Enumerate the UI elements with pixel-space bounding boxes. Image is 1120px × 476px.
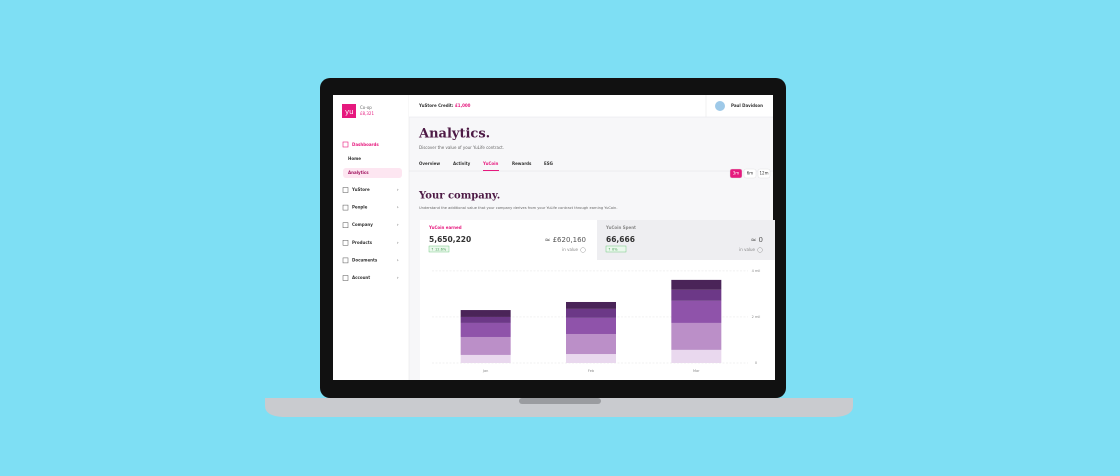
nav-chevron: › <box>397 187 399 192</box>
nav-chevron: › <box>397 205 399 210</box>
nav-sub[interactable]: Home <box>348 156 361 161</box>
card-note: in value <box>562 247 578 252</box>
range-label[interactable]: 12m <box>760 171 769 176</box>
company-sub: £8,321 <box>360 111 374 116</box>
bar-segment[interactable] <box>460 322 511 337</box>
x-tick-label: Mar <box>693 369 700 373</box>
bar-segment[interactable] <box>671 322 722 350</box>
card-change: ↑ 12.6% <box>431 247 447 251</box>
title: Analytics. <box>418 127 490 142</box>
x-tick-label: Feb <box>588 369 595 373</box>
card-value: 66,666 <box>606 235 635 244</box>
card[interactable] <box>420 220 597 260</box>
section-text: Understand the additional value that you… <box>419 206 617 210</box>
y-tick-label: 4 mil <box>752 269 761 273</box>
bar-segment[interactable] <box>671 279 722 290</box>
bar-segment[interactable] <box>671 349 722 363</box>
tab[interactable]: ESG <box>544 161 553 166</box>
nav-item[interactable]: People <box>352 205 368 210</box>
nav-item[interactable]: Company <box>352 222 373 227</box>
credit-value: £1,000 <box>455 103 471 108</box>
nav-icon <box>342 257 349 264</box>
nav-item[interactable]: Documents <box>352 257 378 262</box>
nav-chevron: › <box>397 275 399 280</box>
change-badge <box>428 245 450 253</box>
bar-segment[interactable] <box>566 301 616 309</box>
card[interactable] <box>597 220 775 260</box>
nav-icon <box>342 240 349 246</box>
range-button[interactable] <box>729 168 743 179</box>
tab[interactable]: Activity <box>453 161 471 166</box>
card-value: 5,650,220 <box>429 235 471 244</box>
company: Co-op <box>360 105 372 110</box>
y-tick-label: 2 mil <box>752 315 761 319</box>
card-change: ↑ 0% <box>608 247 618 251</box>
nav-chevron: › <box>397 222 399 227</box>
card-note: in value <box>739 247 755 252</box>
help-icon[interactable] <box>757 247 763 253</box>
credit-label: YuStore Credit: <box>418 103 454 108</box>
change-badge <box>605 245 627 253</box>
tab[interactable]: Overview <box>419 161 440 166</box>
nav-sub[interactable]: Analytics <box>348 170 369 175</box>
bar-segment[interactable] <box>566 308 616 318</box>
bar-segment[interactable] <box>460 354 511 363</box>
nav-icon <box>342 204 349 211</box>
nav-icon <box>342 275 349 281</box>
bar-segment[interactable] <box>566 354 616 363</box>
bar-segment[interactable] <box>671 300 722 323</box>
bar-segment[interactable] <box>460 316 511 323</box>
card-label: YuCoin Spent <box>605 225 636 230</box>
nav-chevron: › <box>397 240 399 245</box>
y-tick-label: 0 <box>755 361 757 365</box>
tab[interactable]: Rewards <box>512 161 532 166</box>
nav-item[interactable]: Account <box>352 275 370 280</box>
card-label: YuCoin earned <box>428 225 462 230</box>
nav-item[interactable]: Products <box>352 240 373 245</box>
range-label[interactable]: 3m <box>733 171 740 176</box>
nav-section[interactable]: Dashboards <box>352 142 379 147</box>
bar-segment[interactable] <box>460 310 511 317</box>
notch <box>519 398 601 404</box>
bar-segment[interactable] <box>671 289 722 301</box>
logo: yu <box>345 108 354 116</box>
nav-item[interactable]: YuStore <box>351 187 370 192</box>
sidebar <box>333 95 409 380</box>
tab-underline <box>483 170 499 171</box>
laptop-base <box>265 398 853 417</box>
range-button[interactable] <box>743 168 757 179</box>
topbar <box>409 95 773 117</box>
bar-segment[interactable] <box>460 336 511 355</box>
user[interactable]: Paul Davidson <box>731 103 763 108</box>
nav-chevron: › <box>397 257 399 262</box>
range-button[interactable] <box>757 168 771 179</box>
logo-box <box>342 104 356 118</box>
nav-icon <box>342 187 349 193</box>
x-tick-label: Jan <box>482 369 488 373</box>
nav-icon <box>342 222 349 228</box>
subtitle: Discover the value of your YuLife contra… <box>419 145 504 150</box>
avatar <box>715 101 725 111</box>
tab[interactable]: YuCoin <box>482 161 499 166</box>
bar-segment[interactable] <box>566 317 616 334</box>
range-label[interactable]: 6m <box>747 171 754 176</box>
section-title: Your company. <box>418 191 500 202</box>
card-equiv: ≈ £620,160 <box>545 236 587 244</box>
bar-segment[interactable] <box>566 333 616 355</box>
nav-active <box>343 168 402 178</box>
card-equiv: ≈ 0 <box>750 236 763 244</box>
help-icon[interactable] <box>580 247 586 253</box>
